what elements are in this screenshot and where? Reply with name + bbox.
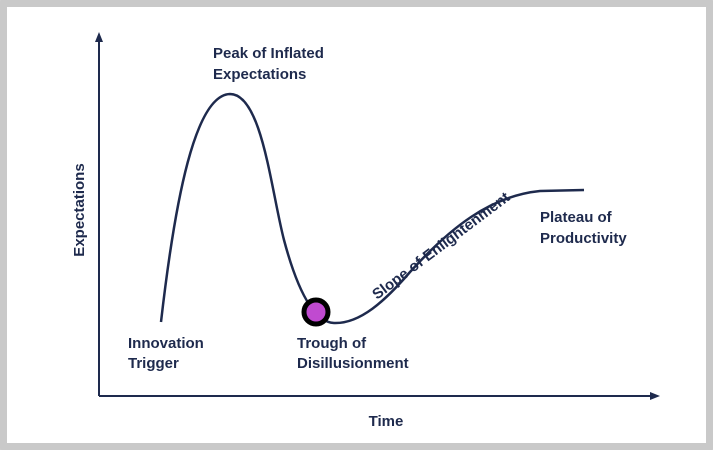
label-trough-line1: Trough of bbox=[297, 335, 367, 352]
y-axis-label: Expectations bbox=[71, 163, 88, 256]
label-slope: Slope of Enlightenment bbox=[369, 189, 513, 303]
label-peak-line2: Expectations bbox=[213, 66, 306, 83]
label-innovation-line1: Innovation bbox=[128, 335, 204, 352]
y-axis-arrowhead bbox=[95, 32, 103, 42]
label-trough-line2: Disillusionment bbox=[297, 355, 409, 372]
trough-marker bbox=[301, 297, 331, 327]
hype-cycle-curve bbox=[159, 92, 585, 325]
label-peak-line1: Peak of Inflated bbox=[213, 45, 324, 62]
label-plateau-line2: Productivity bbox=[540, 230, 627, 247]
x-axis-arrowhead bbox=[650, 392, 660, 400]
label-innovation-line2: Trigger bbox=[128, 355, 179, 372]
x-axis-label: Time bbox=[369, 413, 404, 430]
label-plateau-line1: Plateau of bbox=[540, 209, 613, 226]
